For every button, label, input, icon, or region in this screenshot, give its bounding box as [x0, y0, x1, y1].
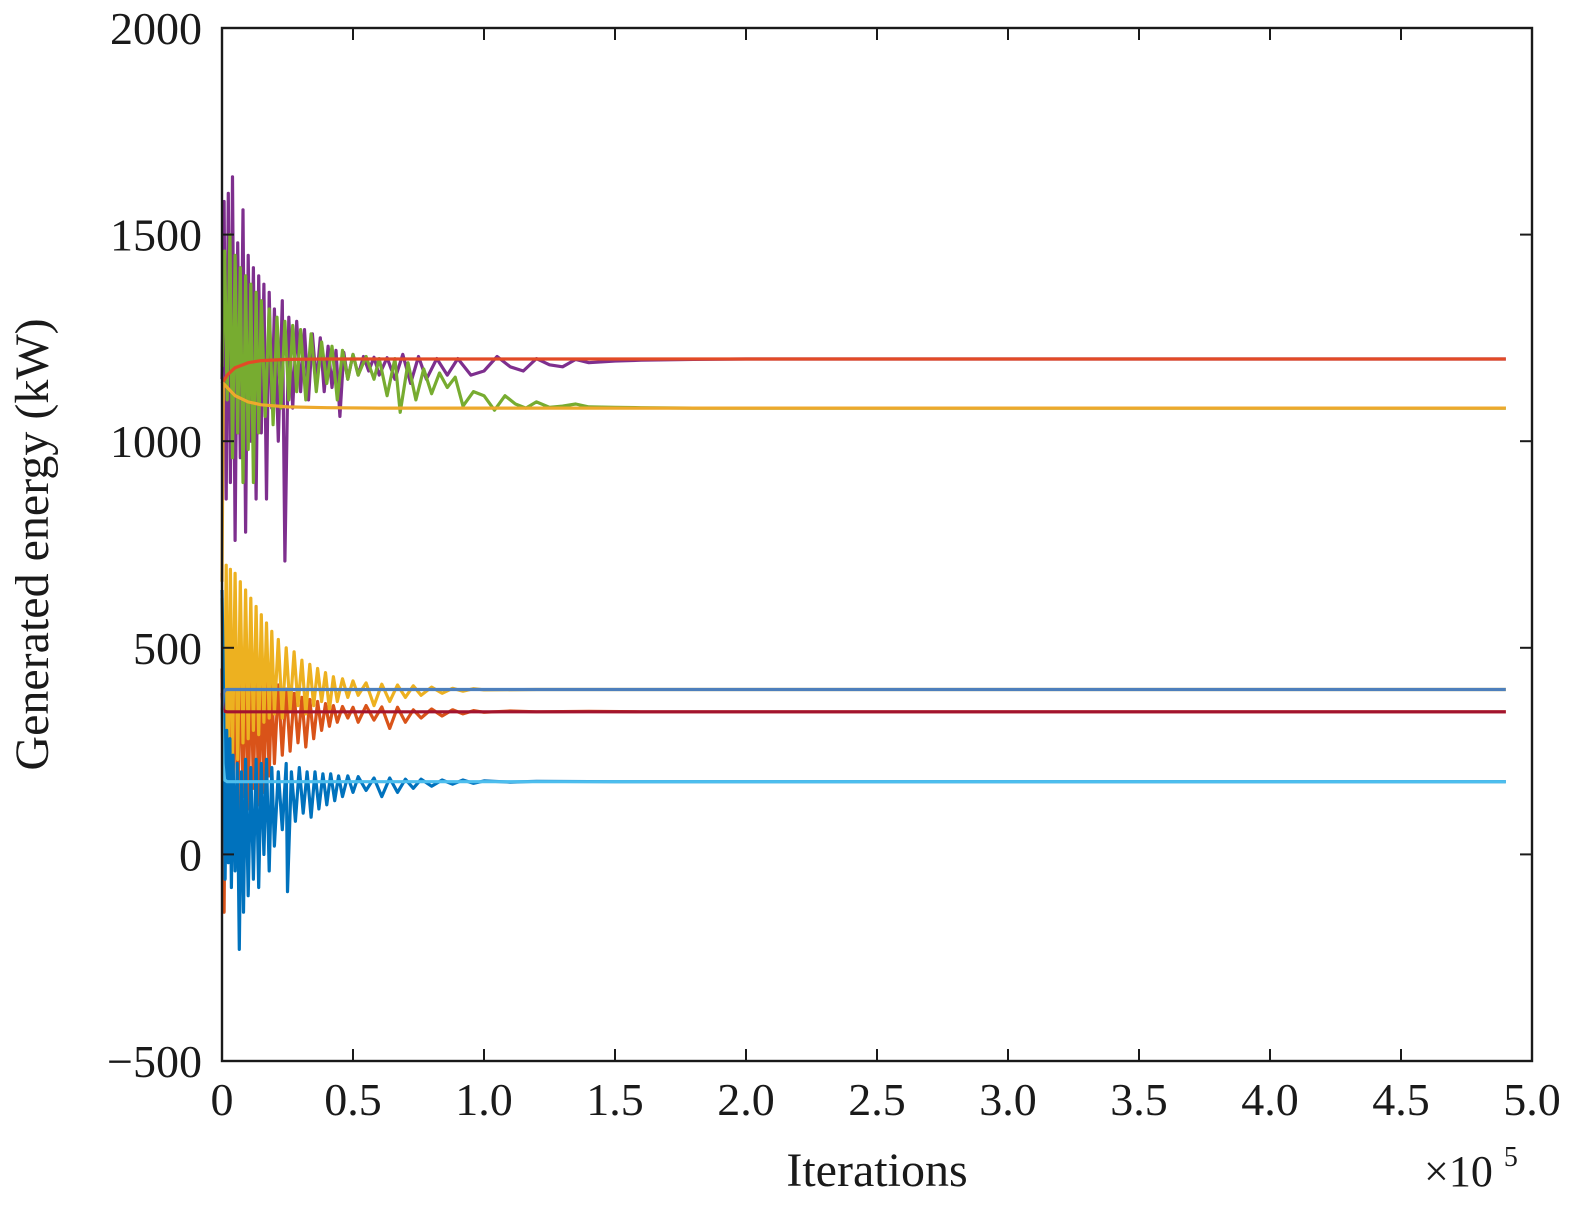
y-axis-label: Generated energy (kW): [6, 318, 59, 770]
y-tick-label: 0: [179, 829, 202, 880]
plot-frame: [220, 26, 1534, 1063]
y-tick-label: 2000: [110, 3, 202, 54]
series-line-1: [220, 175, 1506, 563]
x-tick-label: 5.0: [1503, 1074, 1561, 1125]
x-tick-label: 3.5: [1110, 1074, 1168, 1125]
tick-layer: 0 0.5 1.0 1.5 2.0 2.5 3.0 3.5 4.0 4.5 5.0−50005001…: [107, 3, 1561, 1125]
x-tick-label: 3.0: [979, 1074, 1037, 1125]
x-tick-label: 2.5: [848, 1074, 906, 1125]
series-line-4: [220, 563, 1506, 782]
x-axis-label: Iterations: [786, 1144, 967, 1197]
x-tick-label: 0.5: [324, 1074, 382, 1125]
series-line-8: [220, 709, 1506, 784]
y-tick-label: 1000: [110, 416, 202, 467]
series-line-9: [220, 357, 1506, 385]
y-tick-label: 500: [133, 623, 202, 674]
series-line-5: [220, 589, 1506, 951]
y-tick-label: −500: [107, 1036, 202, 1087]
x-tick-label: 1.0: [455, 1074, 513, 1125]
series-line-7: [220, 687, 1506, 710]
series-line-2: [220, 233, 1506, 485]
x-axis-multiplier-exponent: 5: [1504, 1142, 1518, 1173]
x-tick-label: 0: [211, 1074, 234, 1125]
y-tick-label: 1500: [110, 210, 202, 261]
series-layer: [220, 175, 1506, 951]
series-line-3: [220, 621, 1506, 914]
x-tick-label: 2.0: [717, 1074, 775, 1125]
x-axis-multiplier: ×10 5: [1424, 1142, 1518, 1196]
x-tick-label: 1.5: [586, 1074, 644, 1125]
x-tick-label: 4.0: [1241, 1074, 1299, 1125]
x-tick-label: 4.5: [1372, 1074, 1430, 1125]
series-line-10: [220, 381, 1506, 582]
x-axis-multiplier-base: ×10: [1424, 1147, 1493, 1196]
